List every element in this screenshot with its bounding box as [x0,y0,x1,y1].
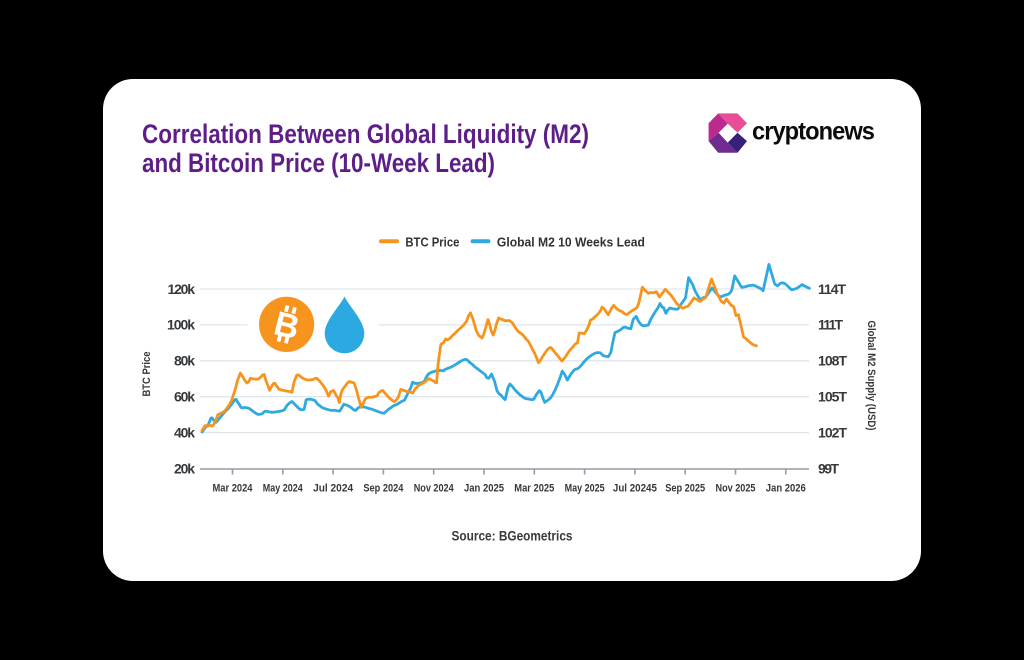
svg-text:BTC Price: BTC Price [405,234,459,249]
svg-text:Mar 2024: Mar 2024 [213,483,254,495]
svg-text:120k: 120k [168,281,196,297]
svg-text:60k: 60k [174,389,195,405]
svg-text:and Bitcoin Price (10-Week Lea: and Bitcoin Price (10-Week Lead) [142,148,495,178]
svg-text:May 2024: May 2024 [263,483,304,495]
svg-text:20k: 20k [174,460,195,476]
svg-text:105T: 105T [818,389,847,405]
svg-text:Nov 2024: Nov 2024 [414,483,455,495]
svg-text:BTC Price: BTC Price [141,352,153,397]
svg-text:Nov 2025: Nov 2025 [716,483,756,495]
svg-text:Global M2 Supply (USD): Global M2 Supply (USD) [865,321,877,431]
svg-text:Sep 2025: Sep 2025 [665,483,705,495]
svg-text:80k: 80k [174,353,195,369]
svg-text:114T: 114T [818,281,846,297]
svg-text:Jan 2025: Jan 2025 [464,483,504,495]
svg-text:Mar 2025: Mar 2025 [514,483,554,495]
svg-text:Jul 20245: Jul 20245 [613,483,657,495]
svg-text:108T: 108T [818,353,847,369]
svg-text:May 2025: May 2025 [565,483,605,495]
svg-text:99T: 99T [818,460,839,476]
svg-text:Correlation Between Global Liq: Correlation Between Global Liquidity (M2… [142,119,589,149]
svg-text:100k: 100k [167,317,195,333]
svg-text:Jul 2024: Jul 2024 [313,483,354,495]
svg-text:40k: 40k [174,424,195,440]
svg-text:Sep 2024: Sep 2024 [363,483,404,495]
svg-text:Source: BGeometrics: Source: BGeometrics [452,527,573,543]
svg-text:111T: 111T [818,317,843,333]
svg-text:Global M2 10 Weeks Lead: Global M2 10 Weeks Lead [497,234,645,249]
svg-text:Jan 2026: Jan 2026 [766,483,806,495]
svg-text:102T: 102T [818,424,847,440]
svg-text:cryptonews: cryptonews [752,118,874,146]
